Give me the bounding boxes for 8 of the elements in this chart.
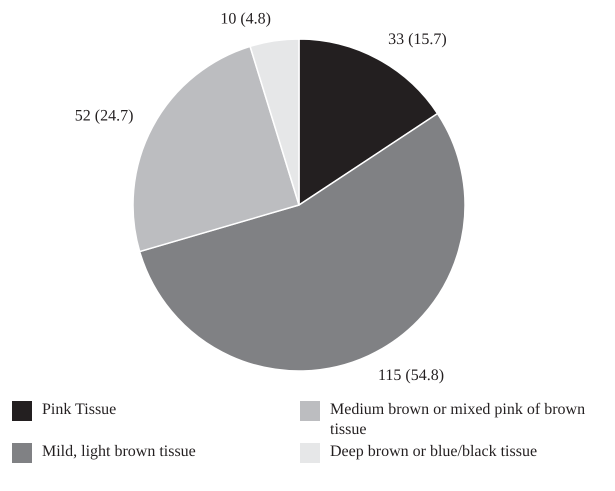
data-label: 52 (24.7) xyxy=(74,107,134,124)
legend-label: Medium brown or mixed pink of brown tissue xyxy=(330,400,586,440)
data-label: 10 (4.8) xyxy=(220,10,271,28)
legend-label: Mild, light brown tissue xyxy=(42,442,196,462)
data-label: 33 (15.7) xyxy=(388,30,447,48)
legend-label: Pink Tissue xyxy=(42,400,116,420)
data-label: 115 (54.8) xyxy=(378,367,444,384)
legend-label: Deep brown or blue/black tissue xyxy=(330,442,538,462)
